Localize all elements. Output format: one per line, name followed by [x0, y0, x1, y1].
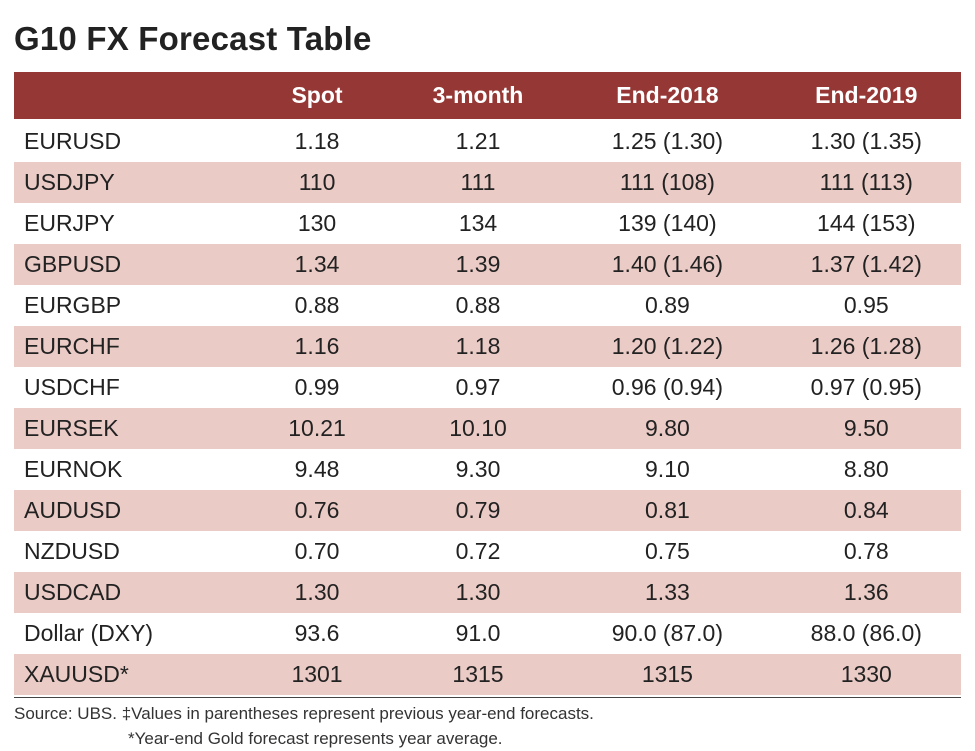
table-row: Dollar (DXY)93.691.090.0 (87.0)88.0 (86.…: [14, 613, 961, 654]
value-cell: 1.34: [241, 244, 393, 285]
page-title: G10 FX Forecast Table: [14, 20, 961, 58]
table-header-cell: [14, 72, 241, 120]
pair-cell: XAUUSD*: [14, 654, 241, 695]
value-cell: 1.20 (1.22): [563, 326, 771, 367]
value-cell: 1.26 (1.28): [772, 326, 961, 367]
value-cell: 0.97: [393, 367, 563, 408]
value-cell: 111 (113): [772, 162, 961, 203]
table-row: USDCHF0.990.970.96 (0.94)0.97 (0.95): [14, 367, 961, 408]
pair-cell: USDCHF: [14, 367, 241, 408]
value-cell: 1.39: [393, 244, 563, 285]
table-row: EURGBP0.880.880.890.95: [14, 285, 961, 326]
value-cell: 9.80: [563, 408, 771, 449]
value-cell: 1.25 (1.30): [563, 120, 771, 162]
value-cell: 1.18: [393, 326, 563, 367]
value-cell: 1315: [563, 654, 771, 695]
footnote-gold: *Year-end Gold forecast represents year …: [14, 727, 961, 751]
value-cell: 1315: [393, 654, 563, 695]
value-cell: 1.33: [563, 572, 771, 613]
value-cell: 90.0 (87.0): [563, 613, 771, 654]
table-header-cell: Spot: [241, 72, 393, 120]
value-cell: 130: [241, 203, 393, 244]
value-cell: 0.89: [563, 285, 771, 326]
pair-cell: EURSEK: [14, 408, 241, 449]
table-row: EURJPY130134139 (140)144 (153): [14, 203, 961, 244]
value-cell: 0.78: [772, 531, 961, 572]
value-cell: 1.40 (1.46): [563, 244, 771, 285]
pair-cell: EURGBP: [14, 285, 241, 326]
pair-cell: USDCAD: [14, 572, 241, 613]
value-cell: 110: [241, 162, 393, 203]
table-header-cell: End-2018: [563, 72, 771, 120]
value-cell: 1301: [241, 654, 393, 695]
value-cell: 1.36: [772, 572, 961, 613]
value-cell: 0.81: [563, 490, 771, 531]
table-row: GBPUSD1.341.391.40 (1.46)1.37 (1.42): [14, 244, 961, 285]
value-cell: 9.48: [241, 449, 393, 490]
value-cell: 91.0: [393, 613, 563, 654]
value-cell: 134: [393, 203, 563, 244]
value-cell: 0.99: [241, 367, 393, 408]
value-cell: 0.72: [393, 531, 563, 572]
value-cell: 1.21: [393, 120, 563, 162]
table-row: EURNOK9.489.309.108.80: [14, 449, 961, 490]
value-cell: 1.30: [241, 572, 393, 613]
value-cell: 111: [393, 162, 563, 203]
value-cell: 9.10: [563, 449, 771, 490]
pair-cell: EURUSD: [14, 120, 241, 162]
value-cell: 144 (153): [772, 203, 961, 244]
value-cell: 0.75: [563, 531, 771, 572]
forecast-table: Spot3-monthEnd-2018End-2019 EURUSD1.181.…: [14, 72, 961, 695]
table-head: Spot3-monthEnd-2018End-2019: [14, 72, 961, 120]
value-cell: 0.97 (0.95): [772, 367, 961, 408]
value-cell: 1330: [772, 654, 961, 695]
separator-line: [14, 697, 961, 698]
table-row: USDCAD1.301.301.331.36: [14, 572, 961, 613]
footnotes: Source: UBS. ‡Values in parentheses repr…: [14, 702, 961, 751]
table-header-row: Spot3-monthEnd-2018End-2019: [14, 72, 961, 120]
table-row: EURUSD1.181.211.25 (1.30)1.30 (1.35): [14, 120, 961, 162]
table-row: EURSEK10.2110.109.809.50: [14, 408, 961, 449]
pair-cell: NZDUSD: [14, 531, 241, 572]
value-cell: 0.96 (0.94): [563, 367, 771, 408]
value-cell: 10.21: [241, 408, 393, 449]
table-row: EURCHF1.161.181.20 (1.22)1.26 (1.28): [14, 326, 961, 367]
value-cell: 8.80: [772, 449, 961, 490]
value-cell: 111 (108): [563, 162, 771, 203]
pair-cell: Dollar (DXY): [14, 613, 241, 654]
table-row: NZDUSD0.700.720.750.78: [14, 531, 961, 572]
pair-cell: AUDUSD: [14, 490, 241, 531]
table-row: USDJPY110111111 (108)111 (113): [14, 162, 961, 203]
value-cell: 1.30: [393, 572, 563, 613]
value-cell: 0.76: [241, 490, 393, 531]
value-cell: 0.88: [241, 285, 393, 326]
table-header-cell: End-2019: [772, 72, 961, 120]
value-cell: 9.30: [393, 449, 563, 490]
value-cell: 1.16: [241, 326, 393, 367]
value-cell: 0.84: [772, 490, 961, 531]
value-cell: 0.79: [393, 490, 563, 531]
pair-cell: GBPUSD: [14, 244, 241, 285]
pair-cell: USDJPY: [14, 162, 241, 203]
pair-cell: EURCHF: [14, 326, 241, 367]
table-row: AUDUSD0.760.790.810.84: [14, 490, 961, 531]
value-cell: 1.18: [241, 120, 393, 162]
value-cell: 88.0 (86.0): [772, 613, 961, 654]
value-cell: 9.50: [772, 408, 961, 449]
table-body: EURUSD1.181.211.25 (1.30)1.30 (1.35)USDJ…: [14, 120, 961, 695]
table-header-cell: 3-month: [393, 72, 563, 120]
value-cell: 139 (140): [563, 203, 771, 244]
footnote-source: Source: UBS. ‡Values in parentheses repr…: [14, 702, 961, 727]
pair-cell: EURJPY: [14, 203, 241, 244]
pair-cell: EURNOK: [14, 449, 241, 490]
value-cell: 93.6: [241, 613, 393, 654]
value-cell: 1.37 (1.42): [772, 244, 961, 285]
value-cell: 0.88: [393, 285, 563, 326]
table-row: XAUUSD*1301131513151330: [14, 654, 961, 695]
value-cell: 0.95: [772, 285, 961, 326]
value-cell: 10.10: [393, 408, 563, 449]
value-cell: 1.30 (1.35): [772, 120, 961, 162]
value-cell: 0.70: [241, 531, 393, 572]
page-container: G10 FX Forecast Table Spot3-monthEnd-201…: [0, 0, 975, 750]
